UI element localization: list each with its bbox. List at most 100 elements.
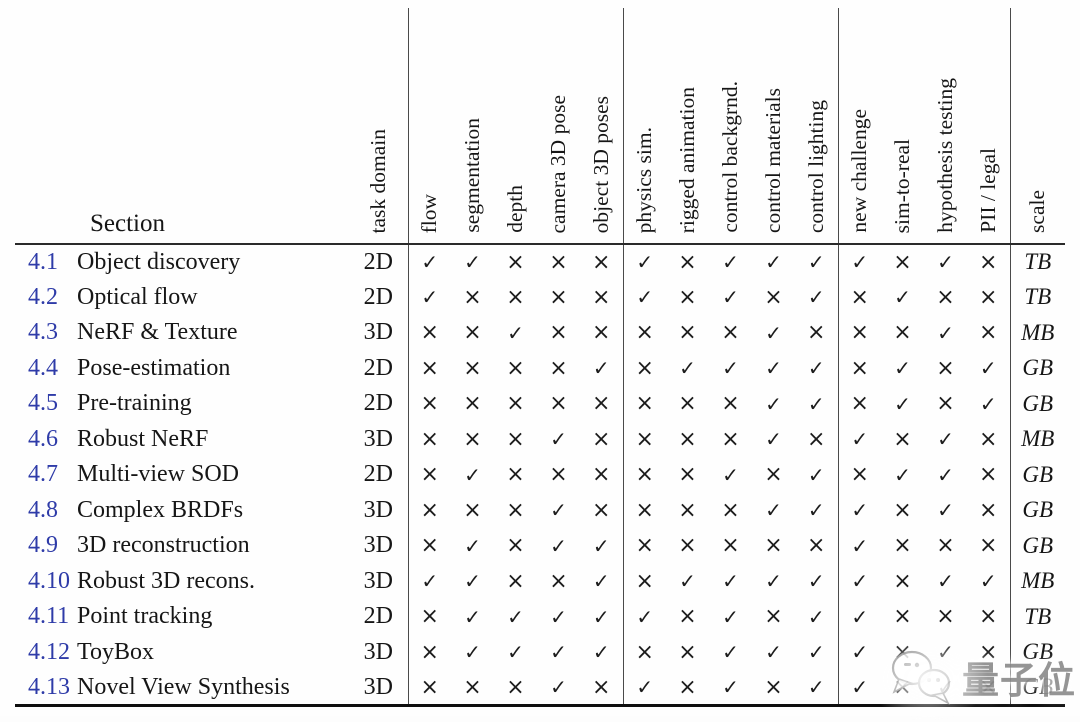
check-mark: ✓ (722, 675, 739, 699)
scale-value: MB (1009, 315, 1065, 351)
check-mark: ✓ (407, 279, 451, 315)
check-mark: ✓ (550, 604, 567, 629)
section-number-link[interactable]: 4.7 (28, 461, 58, 488)
check-mark: ✓ (937, 250, 954, 275)
scale-value: GB (1009, 457, 1065, 493)
check-mark: ✓ (807, 498, 825, 523)
cross-mark: × (936, 391, 955, 417)
section-number-link[interactable]: 4.9 (28, 532, 58, 559)
table-row: 4.3 NeRF & Texture 3D × × ✓ × × × × × ✓ × × × ✓ × MB (15, 315, 1065, 351)
column-header-pii-legal: PII / legal (967, 8, 1010, 245)
cross-mark: × (979, 533, 998, 559)
cross-mark: × (893, 497, 912, 523)
column-header-hypothesis-testing: hypothesis testing (924, 8, 967, 245)
column-header-label: object 3D poses (588, 95, 613, 233)
cross-mark: × (837, 350, 881, 386)
scale-value: TB (1009, 244, 1065, 280)
scale-value: GB (1009, 386, 1065, 422)
benchmark-overview-table: Section task domain flow segmentation depth… (15, 8, 1065, 707)
column-header-label: hypothesis testing (933, 78, 958, 233)
section-number-link[interactable]: 4.4 (28, 354, 58, 381)
cross-mark: × (837, 386, 881, 422)
check-mark: ✓ (722, 356, 739, 381)
section-title: Optical flow (77, 283, 198, 310)
wechat-chat-bubbles-icon (891, 650, 951, 705)
cross-mark: × (721, 497, 740, 523)
cross-mark: × (764, 604, 783, 630)
section-header-label: Section (90, 210, 165, 237)
column-header-camera-3d-pose: camera 3D pose (537, 8, 580, 245)
check-mark: ✓ (592, 533, 610, 558)
task-domain-value: 3D (363, 638, 393, 665)
cross-mark: × (622, 563, 666, 599)
check-mark: ✓ (937, 462, 954, 487)
check-mark: ✓ (765, 498, 782, 523)
cross-mark: × (678, 426, 697, 452)
check-mark: ✓ (837, 421, 881, 457)
check-mark: ✓ (765, 356, 782, 381)
column-header-segmentation: segmentation (451, 8, 494, 245)
cross-mark: × (549, 462, 568, 488)
section-number-link[interactable]: 4.5 (28, 390, 58, 417)
qbitai-watermark: 量子位 (868, 636, 1076, 722)
table-row: 4.11 Point tracking 2D × ✓ ✓ ✓ ✓ ✓ × ✓ × ✓ ✓ × × × TB (15, 599, 1065, 635)
check-mark: ✓ (464, 533, 481, 558)
cross-mark: × (678, 284, 697, 310)
cross-mark: × (549, 320, 568, 346)
check-mark: ✓ (464, 462, 481, 487)
section-number-link[interactable]: 4.2 (28, 283, 58, 310)
cross-mark: × (407, 599, 451, 635)
cross-mark: × (622, 492, 666, 528)
scale-value: GB (1009, 528, 1065, 564)
section-number-link[interactable]: 4.8 (28, 496, 58, 523)
task-domain-value: 2D (363, 283, 393, 310)
cross-mark: × (407, 386, 451, 422)
table-row: 4.1 Object discovery 2D ✓ ✓ × × × ✓ × ✓ ✓ ✓ ✓ × ✓ × TB (15, 244, 1065, 280)
column-header-label: sim-to-real (890, 138, 915, 233)
table-row: 4.4 Pose-estimation 2D × × × × ✓ × ✓ ✓ ✓ ✓ × ✓ × ✓ GB (15, 350, 1065, 386)
check-mark: ✓ (464, 250, 481, 275)
section-number-link[interactable]: 4.1 (28, 248, 58, 275)
cross-mark: × (893, 426, 912, 452)
check-mark: ✓ (722, 569, 739, 594)
task-domain-value: 3D (363, 532, 393, 559)
check-mark: ✓ (722, 250, 739, 275)
cross-mark: × (622, 634, 666, 670)
check-mark: ✓ (894, 285, 911, 310)
cross-mark: × (407, 492, 451, 528)
column-header-control-materials: control materials (752, 8, 795, 245)
cross-mark: × (678, 320, 697, 346)
section-number-link[interactable]: 4.3 (28, 319, 58, 346)
check-mark: ✓ (550, 533, 567, 558)
cross-mark: × (407, 528, 451, 564)
section-number-link[interactable]: 4.12 (28, 638, 70, 665)
check-mark: ✓ (592, 604, 610, 629)
section-number-link[interactable]: 4.10 (28, 567, 70, 594)
cross-mark: × (592, 462, 611, 488)
check-mark: ✓ (765, 250, 782, 275)
section-number-link[interactable]: 4.11 (28, 603, 70, 630)
section-number-link[interactable]: 4.6 (28, 425, 58, 452)
task-domain-value: 2D (363, 354, 393, 381)
check-mark: ✓ (464, 604, 481, 629)
cross-mark: × (721, 426, 740, 452)
check-mark: ✓ (894, 462, 911, 487)
cross-mark: × (407, 315, 451, 351)
section-title: Novel View Synthesis (77, 673, 290, 700)
check-mark: ✓ (507, 320, 524, 345)
cross-mark: × (549, 568, 568, 594)
scale-value: GB (1009, 634, 1065, 670)
column-header-label: new challenge (847, 109, 872, 233)
section-title: Complex BRDFs (77, 496, 244, 523)
cross-mark: × (592, 249, 611, 275)
cross-mark: × (622, 350, 666, 386)
check-mark: ✓ (979, 569, 997, 594)
check-mark: ✓ (894, 356, 911, 381)
check-mark: ✓ (550, 640, 567, 665)
check-mark: ✓ (550, 427, 567, 452)
check-mark: ✓ (937, 320, 954, 345)
cross-mark: × (837, 457, 881, 493)
scale-value: MB (1009, 563, 1065, 599)
section-number-link[interactable]: 4.13 (28, 673, 70, 700)
